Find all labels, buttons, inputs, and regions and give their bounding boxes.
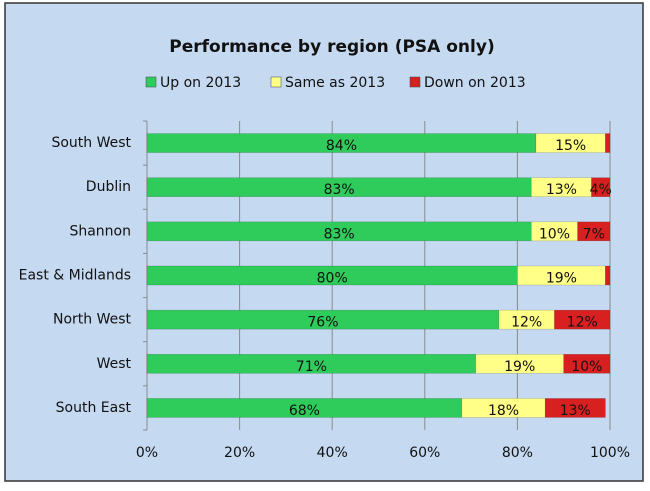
- legend-label: Same as 2013: [285, 75, 385, 91]
- bar-segment: [554, 309, 611, 330]
- bar-segment: [544, 398, 606, 418]
- data-label: 13%: [546, 182, 577, 198]
- data-label: 76%: [307, 315, 338, 331]
- chart-title: Performance by region (PSA only): [169, 37, 494, 57]
- data-label: 4%: [590, 182, 612, 198]
- data-label: 15%: [555, 138, 586, 154]
- y-tick-label: Dublin: [86, 179, 131, 195]
- data-label: 13%: [560, 403, 591, 419]
- x-tick-label: 40%: [317, 445, 348, 461]
- x-tick-label: 20%: [224, 445, 255, 461]
- legend-swatch: [270, 76, 282, 88]
- x-tick-label: 80%: [502, 445, 533, 461]
- y-tick-label: Shannon: [69, 223, 131, 239]
- data-label: 80%: [317, 271, 348, 287]
- legend-label: Up on 2013: [160, 75, 241, 91]
- data-label: 83%: [324, 226, 355, 242]
- data-label: 19%: [546, 271, 577, 287]
- data-label: 83%: [324, 182, 355, 198]
- data-label: 7%: [583, 226, 605, 242]
- data-label: 19%: [504, 359, 535, 375]
- data-label: 71%: [296, 359, 327, 375]
- y-tick-label: West: [97, 356, 132, 372]
- legend-swatch: [409, 76, 421, 88]
- y-tick-label: North West: [53, 312, 132, 328]
- bar-segment: [531, 221, 578, 242]
- bar-segment: [591, 177, 611, 197]
- y-tick-label: East & Midlands: [19, 268, 131, 284]
- bar-segment: [563, 354, 611, 374]
- data-label: 12%: [511, 315, 542, 331]
- x-tick-label: 100%: [590, 445, 630, 461]
- bar-segment: [605, 133, 611, 153]
- data-label: 68%: [289, 403, 320, 419]
- bar-segment: [605, 265, 611, 286]
- y-tick-label: South East: [56, 400, 132, 416]
- bar-segment: [577, 221, 611, 242]
- x-tick-label: 0%: [136, 445, 158, 461]
- data-label: 10%: [539, 226, 570, 242]
- legend-label: Down on 2013: [424, 75, 526, 91]
- y-tick-label: South West: [51, 135, 131, 151]
- x-tick-label: 60%: [409, 445, 440, 461]
- legend-swatch: [145, 76, 157, 88]
- data-label: 84%: [326, 138, 357, 154]
- data-label: 10%: [571, 359, 602, 375]
- data-label: 18%: [488, 403, 519, 419]
- data-label: 12%: [567, 315, 598, 331]
